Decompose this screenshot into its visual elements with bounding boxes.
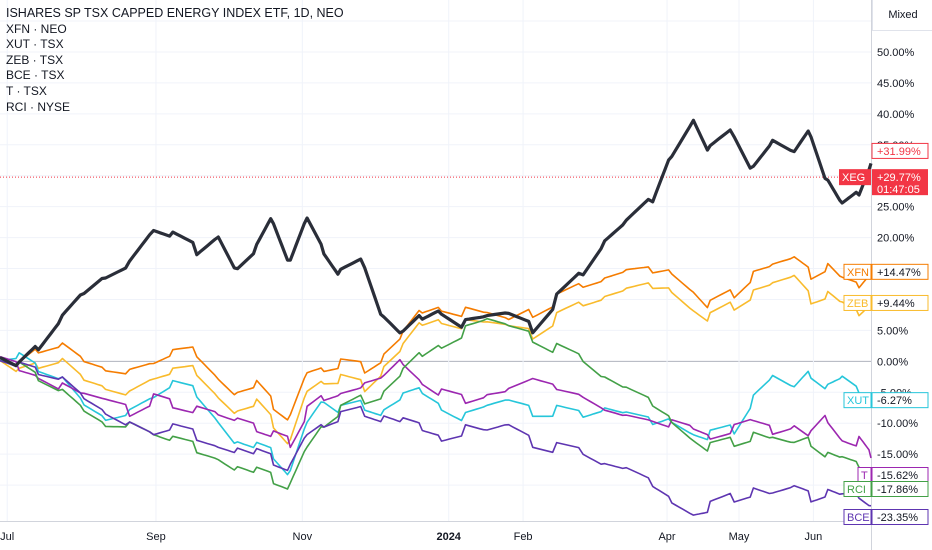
scale-mode-button[interactable]: Mixed bbox=[872, 0, 932, 31]
y-tick-label: 20.00% bbox=[877, 233, 915, 245]
series-tag-xfn bbox=[843, 263, 872, 280]
y-tick-label: 50.00% bbox=[877, 47, 915, 59]
chart-title: ISHARES SP TSX CAPPED ENERGY INDEX ETF, … bbox=[6, 6, 344, 20]
last-value-badge-zeb bbox=[871, 294, 929, 311]
series-line-xfn[interactable] bbox=[0, 256, 872, 421]
series-tag-text-rci: RCI bbox=[847, 484, 866, 496]
series-line-rci[interactable] bbox=[0, 317, 872, 490]
x-tick-label: Nov bbox=[293, 531, 313, 543]
y-tick-label: 25.00% bbox=[877, 202, 915, 214]
legend-symbol-rci[interactable]: RCI · NYSE bbox=[6, 99, 71, 114]
legend-symbol-bce[interactable]: BCE · TSX bbox=[6, 68, 65, 83]
series-tag-text-bce: BCE bbox=[847, 512, 870, 524]
legend-symbol-zeb[interactable]: ZEB · TSX bbox=[6, 52, 64, 67]
series-line-xeg[interactable] bbox=[0, 118, 873, 368]
last-value-text-xeg: +29.77% bbox=[877, 172, 921, 184]
y-tick-label: 0.00% bbox=[877, 356, 908, 368]
series-tag-text-xeg: XEG bbox=[842, 172, 865, 184]
y-tick-label: 5.00% bbox=[877, 325, 908, 337]
countdown-text: 01:47:05 bbox=[877, 184, 920, 196]
last-value-text-xfn: +14.47% bbox=[877, 267, 921, 279]
series-tag-xeg bbox=[839, 169, 871, 186]
y-tick-label: 40.00% bbox=[877, 109, 915, 121]
y-tick-label: 45.00% bbox=[877, 78, 915, 90]
legend-symbol-xut[interactable]: XUT · TSX bbox=[6, 37, 64, 52]
x-tick-label: May bbox=[729, 531, 750, 543]
last-value-badge-bce bbox=[871, 509, 929, 525]
last-value-badge-rci bbox=[871, 481, 929, 497]
legend-symbol-xfn[interactable]: XFN · NEO bbox=[6, 21, 67, 36]
last-value-badge-xfn bbox=[871, 263, 929, 280]
last-value-text-bce: -23.35% bbox=[877, 512, 918, 524]
y-tick-label: -10.00% bbox=[877, 418, 918, 430]
series-line-xut[interactable] bbox=[0, 352, 872, 476]
x-tick-label: Feb bbox=[514, 531, 533, 543]
extra-value-badge bbox=[871, 142, 929, 159]
series-tag-xut bbox=[843, 392, 872, 409]
series-tag-zeb bbox=[843, 294, 872, 311]
last-value-text-t: -15.62% bbox=[877, 470, 918, 482]
series-tag-rci bbox=[843, 481, 872, 497]
series-tag-text-zeb: ZEB bbox=[847, 298, 868, 310]
x-tick-label: Sep bbox=[146, 531, 166, 543]
last-value-badge-xut bbox=[871, 392, 929, 409]
series-tag-text-xfn: XFN bbox=[847, 267, 869, 279]
last-value-badge-xeg bbox=[872, 169, 928, 196]
series-tag-bce bbox=[843, 509, 872, 525]
x-tick-label: Apr bbox=[658, 531, 675, 543]
y-tick-label: -15.00% bbox=[877, 449, 918, 461]
last-value-text-zeb: +9.44% bbox=[877, 298, 915, 310]
legend-symbol-t[interactable]: T · TSX bbox=[6, 83, 47, 98]
x-tick-label: 2024 bbox=[436, 531, 461, 543]
last-value-text-xut: -6.27% bbox=[877, 395, 912, 407]
last-value-text-rci: -17.86% bbox=[877, 484, 918, 496]
series-line-t[interactable] bbox=[0, 355, 872, 459]
x-tick-label: Jun bbox=[805, 531, 823, 543]
series-line-zeb[interactable] bbox=[0, 274, 872, 445]
series-line-bce[interactable] bbox=[0, 359, 872, 516]
x-tick-label: Jul bbox=[0, 531, 14, 543]
series-tag-text-t: T bbox=[861, 470, 868, 482]
chart-legend: ISHARES SP TSX CAPPED ENERGY INDEX ETF, … bbox=[6, 6, 344, 115]
extra-value-text: +31.99% bbox=[877, 146, 921, 158]
series-tag-text-xut: XUT bbox=[847, 395, 869, 407]
